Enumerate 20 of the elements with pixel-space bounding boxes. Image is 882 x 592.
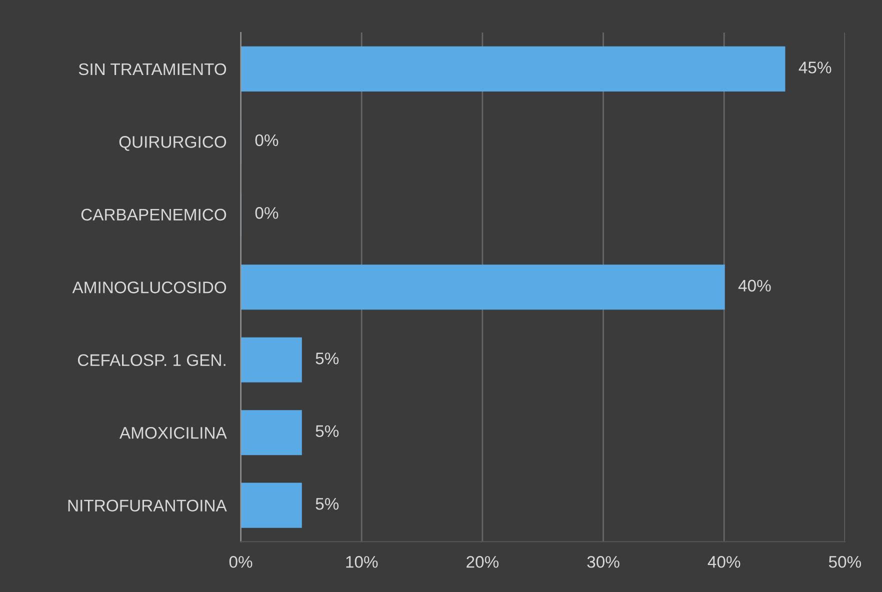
data-label: 0% — [255, 134, 278, 146]
y-tick-label: AMINOGLUCOSIDO — [72, 282, 226, 294]
y-tick-label: NITROFURANTOINA — [68, 500, 227, 512]
x-tick-label: 30% — [587, 556, 620, 568]
data-label: 5% — [316, 498, 339, 510]
x-tick-label: 40% — [708, 556, 740, 568]
y-tick-label: SIN TRATAMIENTO — [78, 63, 226, 76]
y-tick-label: AMOXICILINA — [120, 426, 227, 439]
x-tick-label: 10% — [346, 556, 378, 568]
data-label: 5% — [316, 425, 339, 438]
data-label: 0% — [255, 207, 278, 219]
x-tick-label: 50% — [828, 556, 862, 568]
data-label: 40% — [738, 280, 771, 292]
data-label: 5% — [316, 352, 339, 364]
data-label: 45% — [798, 62, 832, 74]
y-tick-label: QUIRURGICO — [119, 136, 226, 151]
y-tick-label: CARBAPENEMICO — [81, 208, 226, 221]
x-tick-label: 0% — [229, 556, 252, 568]
y-tick-label: CEFALOSP. 1 GEN. — [78, 354, 226, 366]
x-tick-label: 20% — [466, 556, 499, 568]
